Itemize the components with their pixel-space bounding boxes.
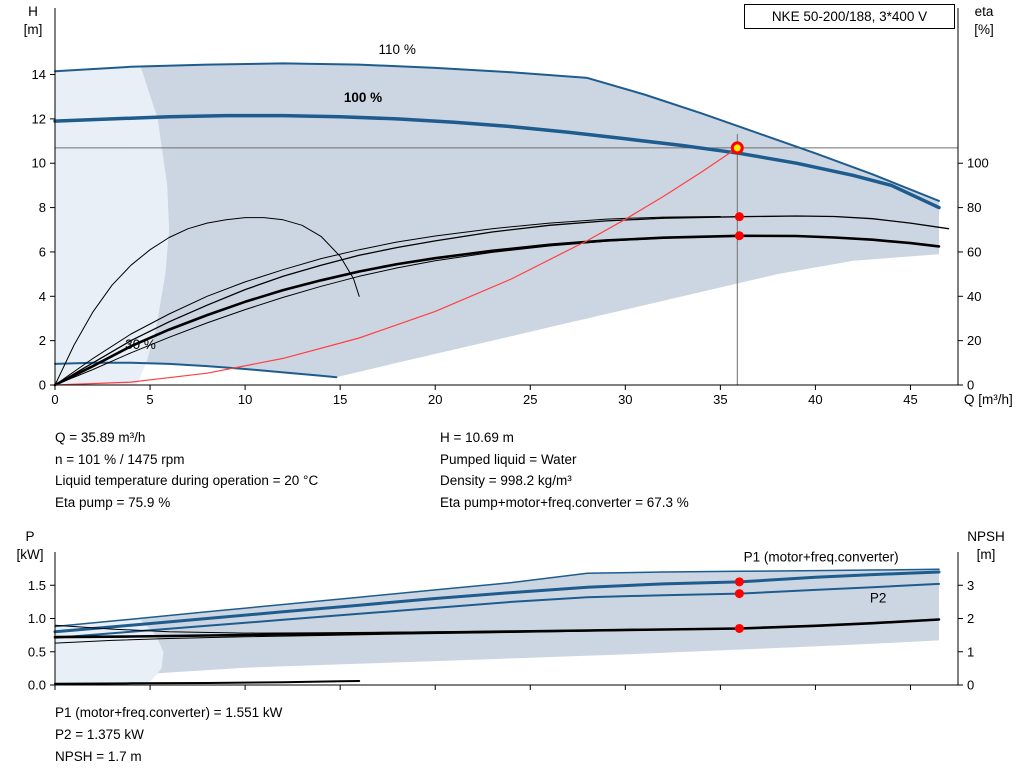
p2-curve <box>54 582 940 639</box>
x-tick-label: 20 <box>428 392 442 407</box>
p2-point[interactable] <box>734 589 744 599</box>
eta-total-curve <box>53 234 941 387</box>
power-npsh-chart: 0.0 0.5 1.0 1.5 0 1 2 3 P1 (motor+freq.converter… <box>17 529 1005 693</box>
x-tick-label: 30 <box>618 392 632 407</box>
y-tick-label: 14 <box>32 67 46 82</box>
curve-100pct <box>53 113 941 210</box>
label-100pct: 100 % <box>344 90 382 105</box>
label-p1: P1 (motor+freq.converter) <box>744 549 899 564</box>
duty-info-right: H = 10.69 m Pumped liquid = Water Densit… <box>440 427 689 513</box>
y-tick-label: 10 <box>32 156 46 171</box>
info-pumped-liquid: Pumped liquid = Water <box>440 451 577 467</box>
pump-model-label: NKE 50-200/188, 3*400 V <box>771 9 928 24</box>
y-axis-title: H <box>28 4 38 19</box>
curve-30pct <box>54 361 338 379</box>
y2-tick-label: 0 <box>967 378 974 393</box>
hq-eta-chart: 0 5 10 15 20 25 30 35 40 45 0 2 4 6 8 10 12 14 0 20 40 60 80 10… <box>24 4 1013 407</box>
power-envelope-top <box>54 568 940 628</box>
y2-axis-unit: [%] <box>974 22 994 37</box>
info-head: H = 10.69 m <box>440 430 514 445</box>
info-eta-total: Eta pump+motor+freq.converter = 67.3 % <box>440 494 689 510</box>
low-speed-power-curve <box>54 680 361 685</box>
pump-model-box: NKE 50-200/188, 3*400 V <box>744 4 955 29</box>
power-info: P1 (motor+freq.converter) = 1.551 kW P2 … <box>55 702 282 768</box>
y-tick-label: 2 <box>39 333 46 348</box>
operating-envelope <box>55 63 939 378</box>
eta-pump-curve <box>54 215 950 386</box>
x-tick-label: 40 <box>808 392 822 407</box>
y2-tick-label: 40 <box>967 289 981 304</box>
low-flow-region <box>55 66 170 386</box>
y2-tick-label: 1 <box>967 644 974 659</box>
y2-tick-label: 3 <box>967 578 974 593</box>
y-tick-label: 6 <box>39 244 46 259</box>
y2-axis-title: eta <box>975 4 994 19</box>
y-tick-label: 0.5 <box>28 644 46 659</box>
info-flow: Q = 35.89 m³/h <box>55 430 146 445</box>
info-p2: P2 = 1.375 kW <box>55 727 144 742</box>
y2-tick-label: 0 <box>967 678 974 693</box>
y-tick-label: 0 <box>39 378 46 393</box>
npsh-aux-curve-1 <box>54 624 740 634</box>
y2-axis-title: NPSH <box>967 529 1005 544</box>
info-eta-pump: Eta pump = 75.9 % <box>55 494 171 510</box>
p1-point[interactable] <box>734 577 744 587</box>
y-tick-label: 1.5 <box>28 578 46 593</box>
x-tick-label: 25 <box>523 392 537 407</box>
y-tick-label: 8 <box>39 200 46 215</box>
y2-tick-label: 2 <box>967 611 974 626</box>
info-p1: P1 (motor+freq.converter) = 1.551 kW <box>55 705 283 720</box>
eta-arc-curve <box>54 217 360 386</box>
eta-aux-curve-1 <box>54 216 721 386</box>
info-liquid-temp: Liquid temperature during operation = 20… <box>55 473 319 488</box>
x-tick-label: 35 <box>713 392 727 407</box>
y2-tick-label: 100 <box>967 156 989 171</box>
y-axis-unit: [m] <box>24 22 43 37</box>
x-tick-label: 10 <box>238 392 252 407</box>
npsh-aux-curve-2 <box>54 628 702 644</box>
y-tick-label: 4 <box>39 289 46 304</box>
y2-tick-label: 80 <box>967 200 981 215</box>
y-tick-label: 1.0 <box>28 611 46 626</box>
power-envelope <box>55 569 939 682</box>
x-tick-label: 0 <box>51 392 58 407</box>
eta-total-point[interactable] <box>734 231 744 241</box>
info-npsh: NPSH = 1.7 m <box>55 749 142 764</box>
y2-tick-label: 20 <box>967 333 981 348</box>
duty-info-left: Q = 35.89 m³/h n = 101 % / 1475 rpm Liqu… <box>55 427 318 513</box>
y-tick-label: 12 <box>32 111 46 126</box>
eta-aux-curve-2 <box>54 235 721 386</box>
p1-curve <box>53 570 941 634</box>
system-curve <box>54 147 738 386</box>
label-30pct: 30 % <box>125 337 156 352</box>
eta-pump-point[interactable] <box>734 212 744 222</box>
x-tick-label: 15 <box>333 392 347 407</box>
info-speed: n = 101 % / 1475 rpm <box>55 451 185 467</box>
curve-110pct <box>54 62 940 202</box>
npsh-point[interactable] <box>734 623 744 633</box>
x-tick-label: 45 <box>903 392 917 407</box>
y-axis-unit: [kW] <box>17 547 44 562</box>
y-axis-title: P <box>25 529 34 544</box>
y2-axis-unit: [m] <box>977 547 996 562</box>
y-tick-label: 0.0 <box>28 678 46 693</box>
y2-tick-label: 60 <box>967 244 981 259</box>
label-110pct: 110 % <box>379 42 416 57</box>
info-density: Density = 998.2 kg/m³ <box>440 473 572 488</box>
x-axis-title: Q [m³/h] <box>964 392 1013 407</box>
label-p2: P2 <box>870 591 887 606</box>
duty-point[interactable] <box>730 141 744 155</box>
x-tick-label: 5 <box>146 392 153 407</box>
